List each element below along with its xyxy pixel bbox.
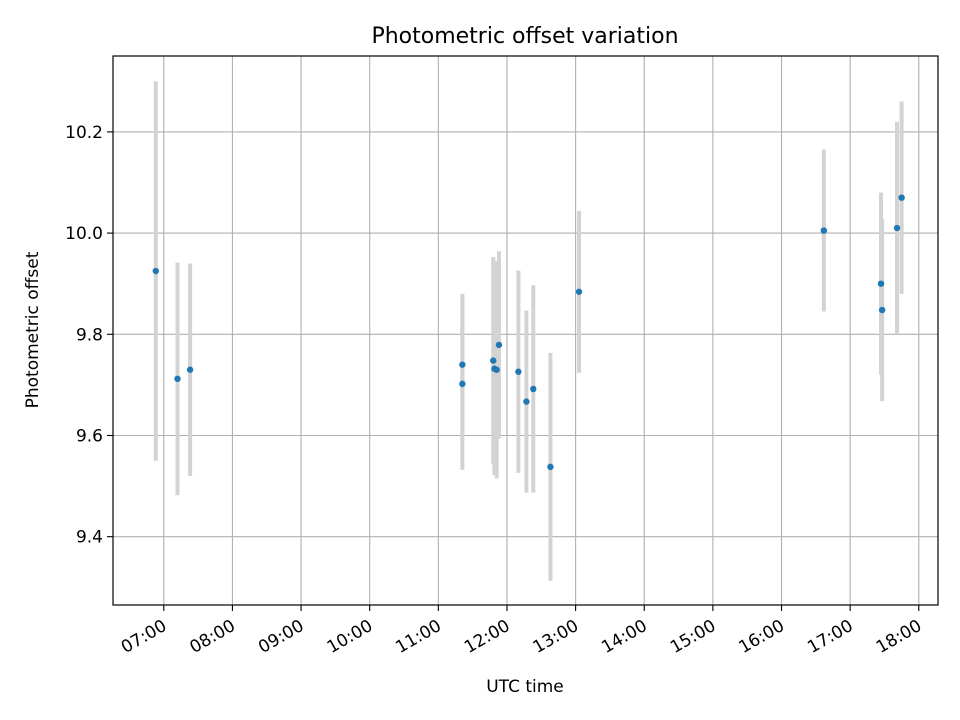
chart-title: Photometric offset variation xyxy=(371,24,678,49)
y-tick-label: 10.2 xyxy=(65,123,103,143)
data-point xyxy=(515,368,522,375)
data-point xyxy=(575,288,583,295)
x-axis-label: UTC time xyxy=(486,677,564,697)
data-point xyxy=(490,357,497,364)
data-point xyxy=(459,361,466,368)
data-point xyxy=(174,375,181,383)
data-point xyxy=(493,366,500,373)
data-point xyxy=(186,366,194,373)
y-tick-label: 9.8 xyxy=(76,325,103,345)
data-point xyxy=(530,385,537,393)
data-point xyxy=(495,341,503,349)
data-points xyxy=(152,194,905,471)
y-tick-label: 9.6 xyxy=(76,426,103,446)
y-axis-label: Photometric offset xyxy=(23,251,43,408)
data-point xyxy=(523,398,530,405)
y-tick-label: 10.0 xyxy=(65,224,103,244)
data-point xyxy=(878,306,886,314)
data-point xyxy=(547,463,554,471)
data-point xyxy=(459,380,466,388)
data-point xyxy=(152,267,159,275)
data-point xyxy=(898,194,905,201)
data-point xyxy=(893,224,901,232)
y-tick-label: 9.4 xyxy=(76,528,103,548)
y-axis-ticks: 9.4 9.6 9.8 10.0 10.2 xyxy=(65,123,113,548)
plot-frame xyxy=(112,55,939,606)
data-point xyxy=(877,280,885,287)
data-point xyxy=(820,227,828,234)
